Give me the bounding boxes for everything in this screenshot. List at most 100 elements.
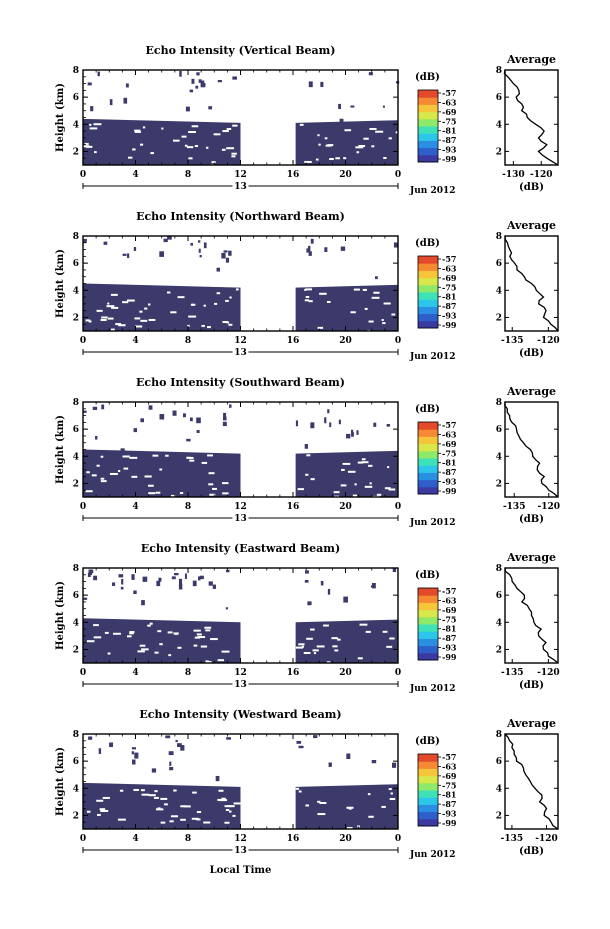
noise-speckle (96, 799, 104, 802)
echo-cell (185, 106, 190, 112)
profile-x-axis-label: (dB) (519, 846, 544, 857)
echo-cell (156, 580, 161, 587)
colorbar-label: -75 (442, 780, 456, 790)
echo-cell (140, 418, 144, 423)
echo-cell (212, 584, 216, 589)
colorbar-label: -93 (442, 311, 457, 321)
profile-line (504, 733, 559, 830)
date-label: 13 (234, 348, 247, 358)
echo-cell (338, 419, 341, 425)
profile-x-tick-label: -135 (501, 336, 524, 346)
colorbar-label: -87 (442, 633, 456, 643)
profile-y-tick-label: 6 (496, 757, 502, 767)
echo-cell (83, 238, 87, 243)
profile-line (504, 401, 559, 498)
echo-cell (223, 250, 228, 253)
noise-speckle (133, 788, 139, 791)
profile-x-axis-label: (dB) (519, 182, 544, 193)
noise-speckle (157, 807, 161, 810)
colorbar-label: -63 (442, 595, 457, 605)
x-tick-label: 16 (287, 336, 300, 346)
noise-speckle (295, 646, 304, 649)
noise-speckle (368, 815, 374, 818)
noise-speckle (179, 492, 184, 495)
noise-speckle (365, 630, 371, 633)
colorbar-label: -69 (442, 107, 457, 117)
noise-speckle (155, 491, 161, 494)
noise-speckle (184, 144, 188, 147)
echo-cell (221, 252, 226, 259)
noise-speckle (310, 628, 315, 631)
noise-speckle (205, 146, 209, 149)
noise-speckle (160, 797, 168, 800)
echo-cell (196, 72, 200, 76)
noise-speckle (217, 659, 224, 662)
echo-cell (324, 417, 327, 424)
profile-x-tick-label: -120 (537, 668, 560, 678)
noise-speckle (359, 623, 368, 626)
panel-0: Echo Intensity (Vertical Beam) 8 6 4 2 Height… (55, 44, 559, 196)
profile-x-tick-label: -120 (537, 336, 560, 346)
noise-speckle (177, 646, 182, 649)
noise-speckle (127, 156, 133, 159)
noise-speckle (100, 319, 107, 322)
noise-speckle (335, 157, 340, 160)
noise-speckle (160, 821, 166, 824)
noise-speckle (390, 792, 393, 795)
noise-speckle (295, 787, 300, 790)
echo-cell (393, 242, 398, 248)
y-tick-label: 2 (73, 147, 79, 157)
noise-speckle (193, 629, 201, 632)
profile-frame (504, 567, 559, 664)
noise-speckle (144, 475, 152, 478)
echo-cell (208, 581, 213, 586)
noise-speckle (177, 296, 185, 299)
echo-cell (304, 443, 308, 449)
noise-speckle (389, 798, 396, 801)
noise-speckle (100, 809, 109, 812)
x-tick-label: 0 (395, 668, 401, 678)
noise-speckle (317, 134, 320, 137)
y-tick-label: 2 (73, 811, 79, 821)
profile-x-tick-label: -120 (535, 834, 558, 844)
noise-speckle (93, 624, 99, 627)
noise-speckle (110, 328, 115, 331)
colorbar-swatch (418, 486, 438, 495)
noise-speckle (196, 818, 201, 821)
month-label: Jun 2012 (409, 352, 456, 362)
noise-speckle (107, 317, 114, 320)
noise-speckle (144, 307, 148, 310)
noise-speckle (191, 125, 199, 128)
echo-cell (131, 751, 134, 755)
noise-speckle (306, 454, 311, 457)
noise-speckle (221, 650, 230, 653)
colorbar-swatch (418, 90, 438, 98)
colorbar-label: -99 (442, 486, 457, 496)
noise-speckle (361, 461, 369, 464)
x-tick-label: 0 (80, 502, 86, 512)
noise-speckle (348, 807, 352, 810)
noise-speckle (342, 462, 351, 465)
noise-speckle (203, 304, 206, 307)
y-axis-label: Height (km) (55, 581, 66, 650)
colorbar-label: -93 (442, 643, 457, 653)
colorbar-label: -93 (442, 145, 457, 155)
colorbar-swatch (418, 602, 438, 611)
echo-cell (199, 575, 204, 580)
noise-speckle (196, 633, 202, 636)
noise-speckle (353, 288, 360, 291)
noise-speckle (172, 139, 180, 142)
echo-cell (215, 775, 220, 782)
noise-speckle (192, 791, 197, 794)
profile-frame (504, 69, 559, 166)
echo-cell (308, 245, 311, 252)
colorbar-swatch (418, 443, 438, 452)
echo-cell (217, 79, 222, 83)
echo-cell (189, 417, 193, 422)
noise-speckle (207, 326, 211, 329)
panel-1: Echo Intensity (Northward Beam) 8 6 4 2 Heigh… (55, 210, 560, 362)
profile-y-tick-label: 6 (496, 93, 502, 103)
noise-speckle (319, 292, 327, 295)
profile-line (504, 235, 559, 332)
echo-cell (343, 596, 348, 603)
